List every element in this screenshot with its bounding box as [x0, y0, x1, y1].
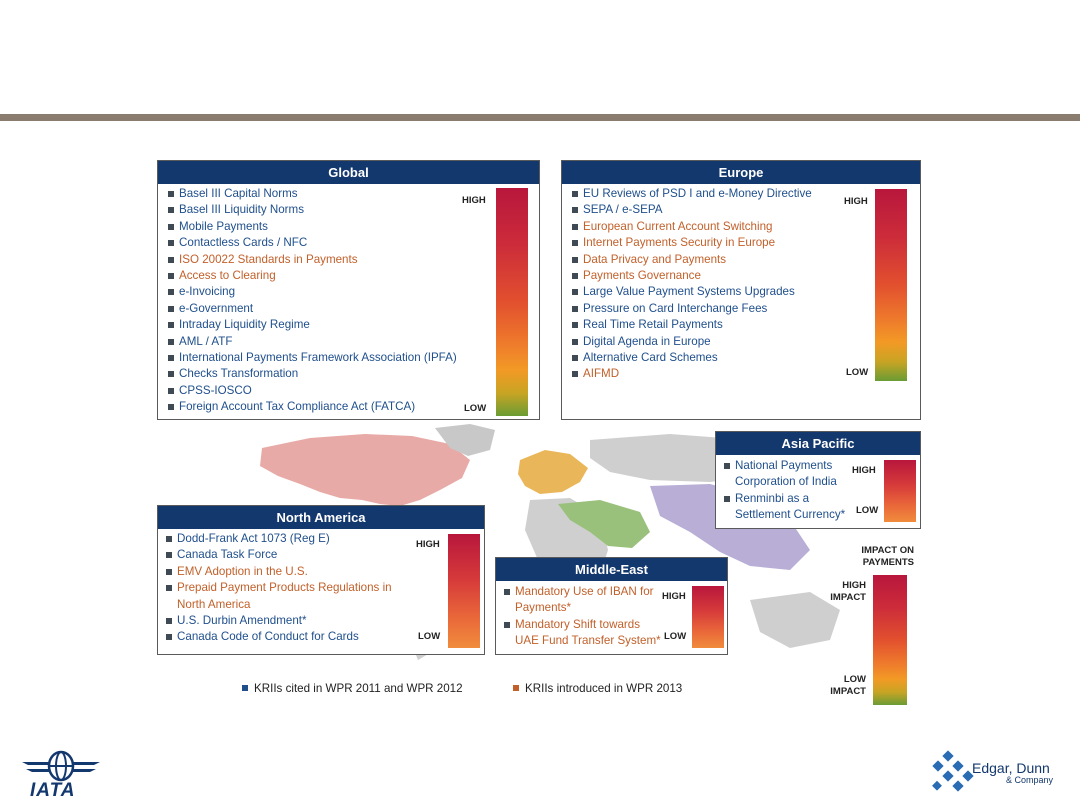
middle-east-items-list: Mandatory Use of IBAN for Payments* Manda… — [504, 584, 664, 650]
list-item: Dodd-Frank Act 1073 (Reg E) — [166, 531, 416, 547]
north-america-high-label: HIGH — [416, 539, 440, 550]
list-item: Real Time Retail Payments — [572, 317, 812, 333]
europe-panel-title: Europe — [562, 161, 920, 184]
asia-pacific-impact-bar — [884, 460, 916, 522]
asia-pacific-items-list: National Payments Corporation of India Re… — [724, 458, 854, 524]
list-item: Basel III Liquidity Norms — [168, 202, 457, 218]
middle-east-panel-title: Middle-East — [496, 558, 727, 581]
list-item: EU Reviews of PSD I and e-Money Directiv… — [572, 186, 812, 202]
list-item: AIFMD — [572, 366, 812, 382]
global-high-label: HIGH — [462, 195, 486, 206]
iata-globe-logo — [22, 750, 100, 782]
list-item: Internet Payments Security in Europe — [572, 235, 812, 251]
legend-cited-swatch — [242, 685, 248, 691]
middle-east-impact-bar — [692, 586, 724, 648]
greenland — [435, 424, 495, 456]
asia-pacific-low-label: LOW — [856, 505, 879, 516]
europe-impact-bar — [875, 189, 907, 381]
list-item: International Payments Framework Associa… — [168, 350, 457, 366]
list-item: Digital Agenda in Europe — [572, 334, 812, 350]
north-america-region — [260, 434, 470, 506]
list-item: Payments Governance — [572, 268, 812, 284]
impact-scale-high: HIGH IMPACT — [830, 580, 866, 603]
list-item: Data Privacy and Payments — [572, 252, 812, 268]
europe-high-label: HIGH — [844, 196, 868, 207]
list-item: Checks Transformation — [168, 366, 457, 382]
legend-introduced-label: KRIIs introduced in WPR 2013 — [525, 682, 683, 695]
list-item: Mandatory Use of IBAN for Payments* — [504, 584, 664, 617]
list-item: Contactless Cards / NFC — [168, 235, 457, 251]
list-item: Canada Task Force — [166, 547, 416, 563]
europe-region — [518, 450, 588, 494]
list-item: ISO 20022 Standards in Payments — [168, 252, 457, 268]
list-item: Access to Clearing — [168, 268, 457, 284]
list-item: CPSS-IOSCO — [168, 383, 457, 399]
europe-low-label: LOW — [846, 367, 869, 378]
edgar-dunn-logo-icon — [932, 750, 974, 792]
global-panel-title: Global — [158, 161, 539, 184]
list-item: Foreign Account Tax Compliance Act (FATC… — [168, 399, 457, 415]
impact-scale-low: LOW IMPACT — [830, 674, 866, 697]
list-item: Alternative Card Schemes — [572, 350, 812, 366]
list-item: Pressure on Card Interchange Fees — [572, 301, 812, 317]
list-item: e-Invoicing — [168, 284, 457, 300]
edgar-dunn-sub-wordmark: & Company — [1006, 775, 1054, 785]
australia — [750, 592, 840, 648]
middle-east-panel: Middle-East Mandatory Use of IBAN for Pa… — [495, 557, 728, 655]
list-item: Intraday Liquidity Regime — [168, 317, 457, 333]
europe-panel: Europe EU Reviews of PSD I and e-Money D… — [561, 160, 921, 420]
legend-cited: KRIIs cited in WPR 2011 and WPR 2012 — [242, 682, 463, 695]
asia-pacific-panel-title: Asia Pacific — [716, 432, 920, 455]
list-item: U.S. Durbin Amendment* — [166, 613, 416, 629]
north-america-items-list: Dodd-Frank Act 1073 (Reg E) Canada Task F… — [166, 531, 416, 646]
north-america-panel: North America Dodd-Frank Act 1073 (Reg E… — [157, 505, 485, 655]
list-item: AML / ATF — [168, 334, 457, 350]
north-america-panel-title: North America — [158, 506, 484, 529]
list-item: Large Value Payment Systems Upgrades — [572, 284, 812, 300]
list-item: EMV Adoption in the U.S. — [166, 564, 416, 580]
middle-east-high-label: HIGH — [662, 591, 686, 602]
global-items-list: Basel III Capital Norms Basel III Liquidi… — [168, 186, 457, 416]
list-item: e-Government — [168, 301, 457, 317]
list-item: Renminbi as a Settlement Currency* — [724, 491, 854, 524]
north-america-impact-bar — [448, 534, 480, 648]
list-item: Prepaid Payment Products Regulations in … — [166, 580, 416, 613]
global-impact-bar — [496, 188, 528, 416]
header-divider — [0, 114, 1080, 121]
list-item: Basel III Capital Norms — [168, 186, 457, 202]
list-item: SEPA / e-SEPA — [572, 202, 812, 218]
legend-introduced-swatch — [513, 685, 519, 691]
legend-cited-label: KRIIs cited in WPR 2011 and WPR 2012 — [254, 682, 463, 695]
middle-east-region — [558, 500, 650, 548]
list-item: Canada Code of Conduct for Cards — [166, 629, 416, 645]
asia-pacific-panel: Asia Pacific National Payments Corporati… — [715, 431, 921, 529]
legend-introduced: KRIIs introduced in WPR 2013 — [513, 682, 682, 695]
iata-wordmark: IATA — [30, 780, 76, 801]
list-item: Mobile Payments — [168, 219, 457, 235]
edgar-dunn-wordmark: Edgar, Dunn — [972, 760, 1050, 776]
list-item: National Payments Corporation of India — [724, 458, 854, 491]
middle-east-low-label: LOW — [664, 631, 687, 642]
list-item: Mandatory Shift towards UAE Fund Transfe… — [504, 617, 664, 650]
impact-scale-title: IMPACT ON PAYMENTS — [861, 545, 914, 568]
europe-items-list: EU Reviews of PSD I and e-Money Directiv… — [572, 186, 812, 383]
north-america-low-label: LOW — [418, 631, 441, 642]
asia-pacific-high-label: HIGH — [852, 465, 876, 476]
list-item: European Current Account Switching — [572, 219, 812, 235]
global-low-label: LOW — [464, 403, 487, 414]
global-panel: Global Basel III Capital Norms Basel III … — [157, 160, 540, 420]
impact-scale-bar — [873, 575, 907, 705]
